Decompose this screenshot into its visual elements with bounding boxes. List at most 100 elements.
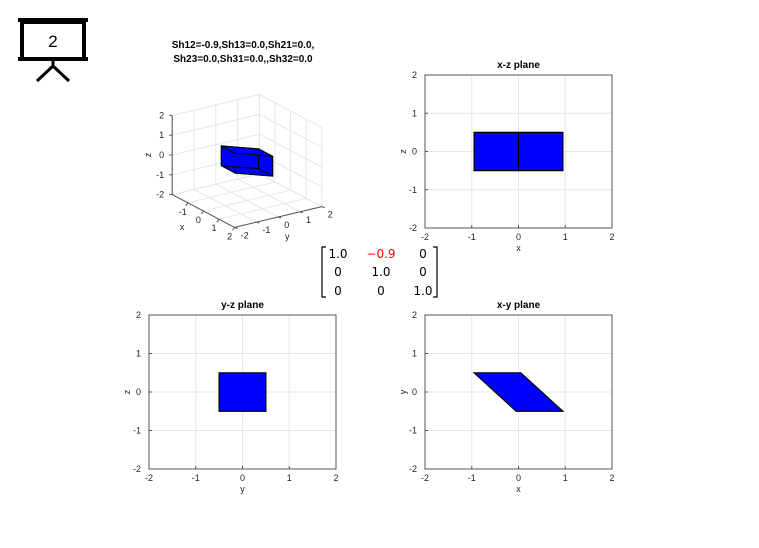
x-tick-label: 0 — [196, 215, 201, 225]
x-tick-label: -2 — [421, 232, 429, 242]
matrix-right-bracket — [433, 246, 438, 298]
z-tick-label: -1 — [156, 170, 164, 180]
plot3d-title-line1: Sh12=-0.9,Sh13=0.0,Sh21=0.0, — [172, 40, 315, 51]
y-tick-label: 0 — [136, 387, 141, 397]
x-tick-label: 2 — [333, 473, 338, 483]
shape-face — [472, 372, 565, 412]
y-tick-label: 1 — [412, 349, 417, 359]
y-tick-label: 2 — [328, 210, 333, 220]
x-tick-label: 2 — [609, 473, 614, 483]
floor-grid-line — [215, 183, 279, 218]
z-tick-label: 0 — [159, 150, 164, 160]
wall-grid-line — [259, 133, 323, 168]
x-tick-label: 0 — [516, 473, 521, 483]
wall-grid-line — [172, 133, 260, 156]
y-tick-label: -1 — [262, 225, 270, 235]
y-tick-label: -2 — [409, 464, 417, 474]
y-tick-mark — [299, 211, 304, 214]
plot-frame — [424, 74, 613, 229]
plot-title: x-y plane — [497, 300, 541, 311]
z-tick-label: 2 — [159, 110, 164, 120]
wall-grid-line — [259, 94, 323, 128]
z-tick-label: -2 — [156, 190, 164, 200]
y-tick-label: 2 — [136, 310, 141, 320]
x-tick-label: 1 — [287, 473, 292, 483]
floor-grid-line — [259, 173, 323, 208]
z-axis-label: z — [143, 152, 153, 157]
matrix-cell: 0 — [419, 265, 427, 279]
wall-grid-line — [259, 113, 323, 148]
wall-grid-line — [172, 173, 260, 196]
wall-grid-line — [172, 94, 260, 116]
x-tick-label: -2 — [421, 473, 429, 483]
x-tick-label: -1 — [468, 473, 476, 483]
y-tick-label: -2 — [241, 230, 249, 240]
x-tick-label: 2 — [227, 231, 232, 241]
plot-yz-plane: -2 -1 0 1 2 -2 -1 0 1 2 y-z plane y z — [122, 300, 339, 494]
y-tick-label: 1 — [136, 349, 141, 359]
y-tick-label: -1 — [409, 426, 417, 436]
y-tick-label: -1 — [409, 185, 417, 195]
x-tick-label: -2 — [145, 473, 153, 483]
y-tick-label: 2 — [412, 310, 417, 320]
y-tick-label: 0 — [412, 387, 417, 397]
x-axis-label: x — [180, 222, 185, 232]
slide-number: 2 — [48, 32, 57, 51]
y-axis-label: z — [122, 389, 132, 394]
x-tick-mark — [216, 218, 220, 223]
plot3d-title-line2: Sh23=0.0,Sh31=0.0,,Sh32=0.0 — [173, 54, 313, 65]
x-tick-mark — [232, 227, 236, 231]
z-tick-label: 1 — [159, 130, 164, 140]
shape-face — [473, 131, 520, 172]
y-tick-mark — [256, 221, 260, 224]
floor-grid-line — [237, 178, 301, 213]
x-tick-label: -1 — [192, 473, 200, 483]
wall-grid-line — [172, 113, 260, 136]
matrix-cell-highlight: −0.9 — [366, 247, 395, 261]
shear-matrix: 1.0 −0.9 0 0 1.0 0 0 0 1.0 — [321, 246, 438, 298]
y-tick-label: -1 — [133, 426, 141, 436]
matrix-cell: 0 — [419, 247, 427, 261]
plot-xz-plane: -2 -1 0 1 2 -2 -1 0 1 2 x-z plane x z — [398, 60, 615, 253]
x-tick-label: 0 — [516, 232, 521, 242]
plot-title: y-z plane — [221, 300, 264, 311]
presentation-board-icon: 2 — [18, 18, 88, 83]
x-axis-label: y — [240, 484, 245, 494]
x-tick-mark — [200, 210, 204, 215]
matrix-cell: 1.0 — [413, 284, 432, 298]
plot-frame — [148, 314, 337, 470]
y-tick-label: 1 — [306, 215, 311, 225]
x-tick-label: -1 — [179, 207, 187, 217]
x-tick-label: 1 — [563, 232, 568, 242]
x-axis-label: x — [516, 243, 521, 253]
y-axis-label: z — [398, 149, 408, 154]
y-axis-label: y — [285, 232, 290, 242]
y-tick-label: 1 — [412, 108, 417, 118]
x-tick-label: 2 — [609, 232, 614, 242]
matrix-cell: 0 — [334, 265, 342, 279]
shape-face — [221, 145, 273, 157]
y-tick-label: -2 — [409, 223, 417, 233]
floor-grid-line — [218, 197, 307, 220]
plot-frame — [424, 314, 613, 470]
y-tick-label: -2 — [133, 464, 141, 474]
x-tick-label: 0 — [240, 473, 245, 483]
matrix-cell: 1.0 — [371, 265, 390, 279]
x-tick-label: 1 — [211, 223, 216, 233]
x-tick-label: -1 — [468, 232, 476, 242]
shape-face — [517, 131, 564, 172]
matrix-cell: 0 — [334, 284, 342, 298]
shape-face — [218, 372, 267, 412]
plot-xy-plane: -2 -1 0 1 2 -2 -1 0 1 2 x-y plane x y — [398, 300, 615, 494]
matrix-left-bracket — [321, 246, 326, 298]
x-tick-mark — [185, 202, 189, 207]
x-tick-label: 1 — [563, 473, 568, 483]
y-tick-label: 0 — [284, 220, 289, 230]
plot-title: x-z plane — [497, 60, 540, 71]
x-axis-label: x — [516, 484, 521, 494]
y-tick-label: 0 — [412, 147, 417, 157]
matrix-cell: 1.0 — [328, 247, 347, 261]
y-tick-mark — [234, 226, 238, 229]
